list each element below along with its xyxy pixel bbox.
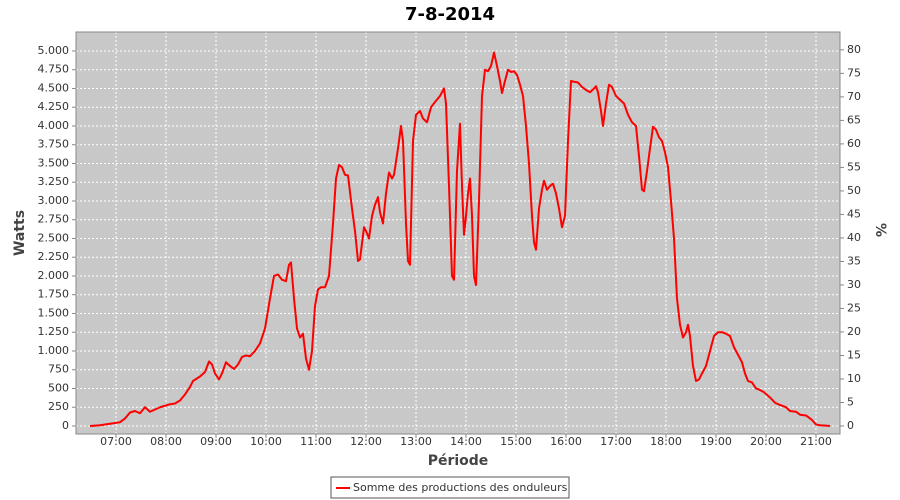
x-tick-label: 10:00 bbox=[250, 435, 282, 448]
y2-tick-label: 5 bbox=[847, 395, 854, 408]
y-tick-label: 3.750 bbox=[38, 138, 70, 151]
x-tick-label: 12:00 bbox=[350, 435, 382, 448]
y2-tick-label: 25 bbox=[847, 301, 861, 314]
x-axis-label: Période bbox=[428, 453, 489, 469]
y-tick-label: 3.000 bbox=[38, 194, 70, 207]
y2-tick-label: 15 bbox=[847, 348, 861, 361]
x-tick-label: 18:00 bbox=[650, 435, 682, 448]
y-tick-label: 2.000 bbox=[38, 269, 70, 282]
x-tick-label: 15:00 bbox=[500, 435, 532, 448]
y2-tick-label: 45 bbox=[847, 207, 861, 220]
y2-tick-label: 65 bbox=[847, 113, 861, 126]
y-tick-label: 3.250 bbox=[38, 175, 70, 188]
x-tick-label: 07:00 bbox=[100, 435, 132, 448]
y-tick-label: 250 bbox=[48, 400, 69, 413]
y-axis-label: Watts bbox=[12, 210, 28, 256]
y2-tick-label: 60 bbox=[847, 137, 861, 150]
y-tick-label: 4.000 bbox=[38, 119, 70, 132]
y-tick-label: 4.750 bbox=[38, 63, 70, 76]
x-tick-label: 17:00 bbox=[600, 435, 632, 448]
x-tick-label: 21:00 bbox=[800, 435, 832, 448]
y-tick-label: 2.250 bbox=[38, 250, 70, 263]
y-tick-label: 0 bbox=[62, 419, 69, 432]
y-tick-label: 3.500 bbox=[38, 156, 70, 169]
series-line bbox=[89, 51, 831, 427]
y-tick-label: 5.000 bbox=[38, 44, 70, 57]
y-tick-label: 750 bbox=[48, 363, 69, 376]
x-tick-label: 20:00 bbox=[750, 435, 782, 448]
y-tick-label: 2.750 bbox=[38, 213, 70, 226]
x-tick-label: 11:00 bbox=[300, 435, 332, 448]
legend-box bbox=[330, 476, 570, 499]
y-tick-label: 1.750 bbox=[38, 288, 70, 301]
y-tick-label: 1.250 bbox=[38, 325, 70, 338]
y2-axis-label: % bbox=[872, 223, 888, 237]
y2-tick-label: 75 bbox=[847, 66, 861, 79]
x-tick-label: 19:00 bbox=[700, 435, 732, 448]
y-tick-label: 1.500 bbox=[38, 306, 70, 319]
y2-tick-label: 40 bbox=[847, 231, 861, 244]
y-tick-label: 1.000 bbox=[38, 344, 70, 357]
y-tick-label: 500 bbox=[48, 381, 69, 394]
y-tick-label: 4.250 bbox=[38, 100, 70, 113]
chart-title: 7-8-2014 bbox=[405, 4, 495, 25]
y2-tick-label: 55 bbox=[847, 160, 861, 173]
x-tick-label: 09:00 bbox=[200, 435, 232, 448]
x-tick-label: 14:00 bbox=[450, 435, 482, 448]
legend-label: Somme des productions des onduleurs bbox=[353, 481, 568, 494]
x-tick-label: 08:00 bbox=[150, 435, 182, 448]
y2-tick-label: 50 bbox=[847, 184, 861, 197]
y2-tick-label: 35 bbox=[847, 254, 861, 267]
plot-area bbox=[76, 32, 840, 434]
y-tick-label: 4.500 bbox=[38, 81, 70, 94]
y2-tick-label: 20 bbox=[847, 325, 861, 338]
y2-tick-label: 70 bbox=[847, 90, 861, 103]
y-tick-label: 2.500 bbox=[38, 231, 70, 244]
y2-tick-label: 80 bbox=[847, 43, 861, 56]
y2-tick-label: 10 bbox=[847, 372, 861, 385]
y2-tick-label: 30 bbox=[847, 278, 861, 291]
plot-border bbox=[75, 31, 841, 435]
y2-tick-label: 0 bbox=[847, 419, 854, 432]
x-tick-label: 13:00 bbox=[400, 435, 432, 448]
x-tick-label: 16:00 bbox=[550, 435, 582, 448]
